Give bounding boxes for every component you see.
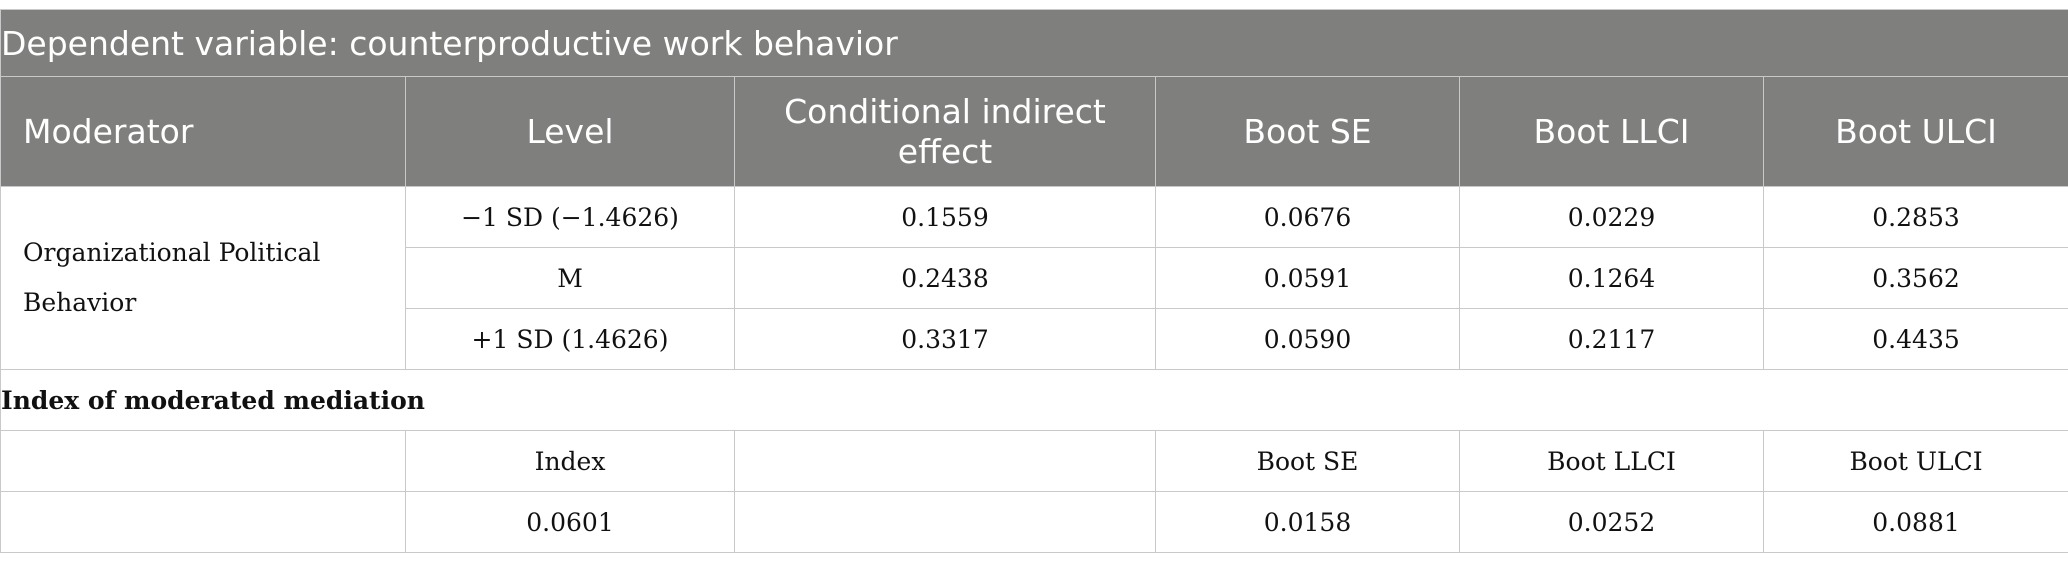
table-row: Organizational Political Behavior −1 SD … bbox=[0, 186, 2068, 370]
index-boot-ulci: 0.0881 bbox=[1762, 491, 2068, 553]
header-boot-llci: Boot LLCI bbox=[1459, 76, 1764, 187]
table-row: Index Boot SE Boot LLCI Boot ULCI bbox=[0, 430, 2068, 492]
effect-cell: 0.1559 bbox=[734, 186, 1156, 248]
moderated-mediation-table: Dependent variable: counterproductive wo… bbox=[0, 9, 2068, 553]
boot-llci-cell: 0.0229 bbox=[1459, 186, 1764, 248]
table-header-row: Moderator Level Conditional indirect eff… bbox=[0, 76, 2068, 187]
index-subheader-boot-ulci: Boot ULCI bbox=[1762, 430, 2068, 492]
boot-se-cell: 0.0676 bbox=[1155, 186, 1460, 248]
boot-se-cell: 0.0590 bbox=[1155, 308, 1460, 370]
table-title: Dependent variable: counterproductive wo… bbox=[0, 9, 2068, 77]
index-boot-llci: 0.0252 bbox=[1459, 491, 1764, 553]
header-moderator: Moderator bbox=[0, 76, 406, 187]
effect-cell: 0.3317 bbox=[734, 308, 1156, 370]
level-cell: −1 SD (−1.4626) bbox=[405, 186, 735, 248]
header-boot-ulci: Boot ULCI bbox=[1762, 76, 2068, 187]
boot-ulci-cell: 0.2853 bbox=[1762, 186, 2068, 248]
header-level: Level bbox=[405, 76, 735, 187]
table-row: +1 SD (1.4626) 0.3317 0.0590 0.2117 0.44… bbox=[1, 308, 2068, 370]
moderator-cell: Organizational Political Behavior bbox=[0, 186, 406, 370]
index-value-blank-2 bbox=[734, 491, 1156, 553]
index-subheader-boot-se: Boot SE bbox=[1155, 430, 1460, 492]
boot-llci-cell: 0.2117 bbox=[1459, 308, 1764, 370]
boot-ulci-cell: 0.3562 bbox=[1762, 247, 2068, 309]
index-value-blank bbox=[0, 491, 406, 553]
index-section-label: Index of moderated mediation bbox=[0, 369, 2068, 431]
index-subheader-boot-llci: Boot LLCI bbox=[1459, 430, 1764, 492]
index-value: 0.0601 bbox=[405, 491, 735, 553]
level-cell: M bbox=[405, 247, 735, 309]
section-header-row: Index of moderated mediation bbox=[0, 369, 2068, 431]
boot-se-cell: 0.0591 bbox=[1155, 247, 1460, 309]
effect-cell: 0.2438 bbox=[734, 247, 1156, 309]
table-row: 0.0601 0.0158 0.0252 0.0881 bbox=[0, 491, 2068, 553]
header-conditional-indirect-effect: Conditional indirect effect bbox=[734, 76, 1156, 187]
table-title-row: Dependent variable: counterproductive wo… bbox=[0, 9, 2068, 77]
index-subheader-blank bbox=[0, 430, 406, 492]
boot-ulci-cell: 0.4435 bbox=[1762, 308, 2068, 370]
index-subheader-index: Index bbox=[405, 430, 735, 492]
header-boot-se: Boot SE bbox=[1155, 76, 1460, 187]
index-subheader-blank-2 bbox=[734, 430, 1156, 492]
boot-llci-cell: 0.1264 bbox=[1459, 247, 1764, 309]
level-cell: +1 SD (1.4626) bbox=[405, 308, 735, 370]
index-boot-se: 0.0158 bbox=[1155, 491, 1460, 553]
